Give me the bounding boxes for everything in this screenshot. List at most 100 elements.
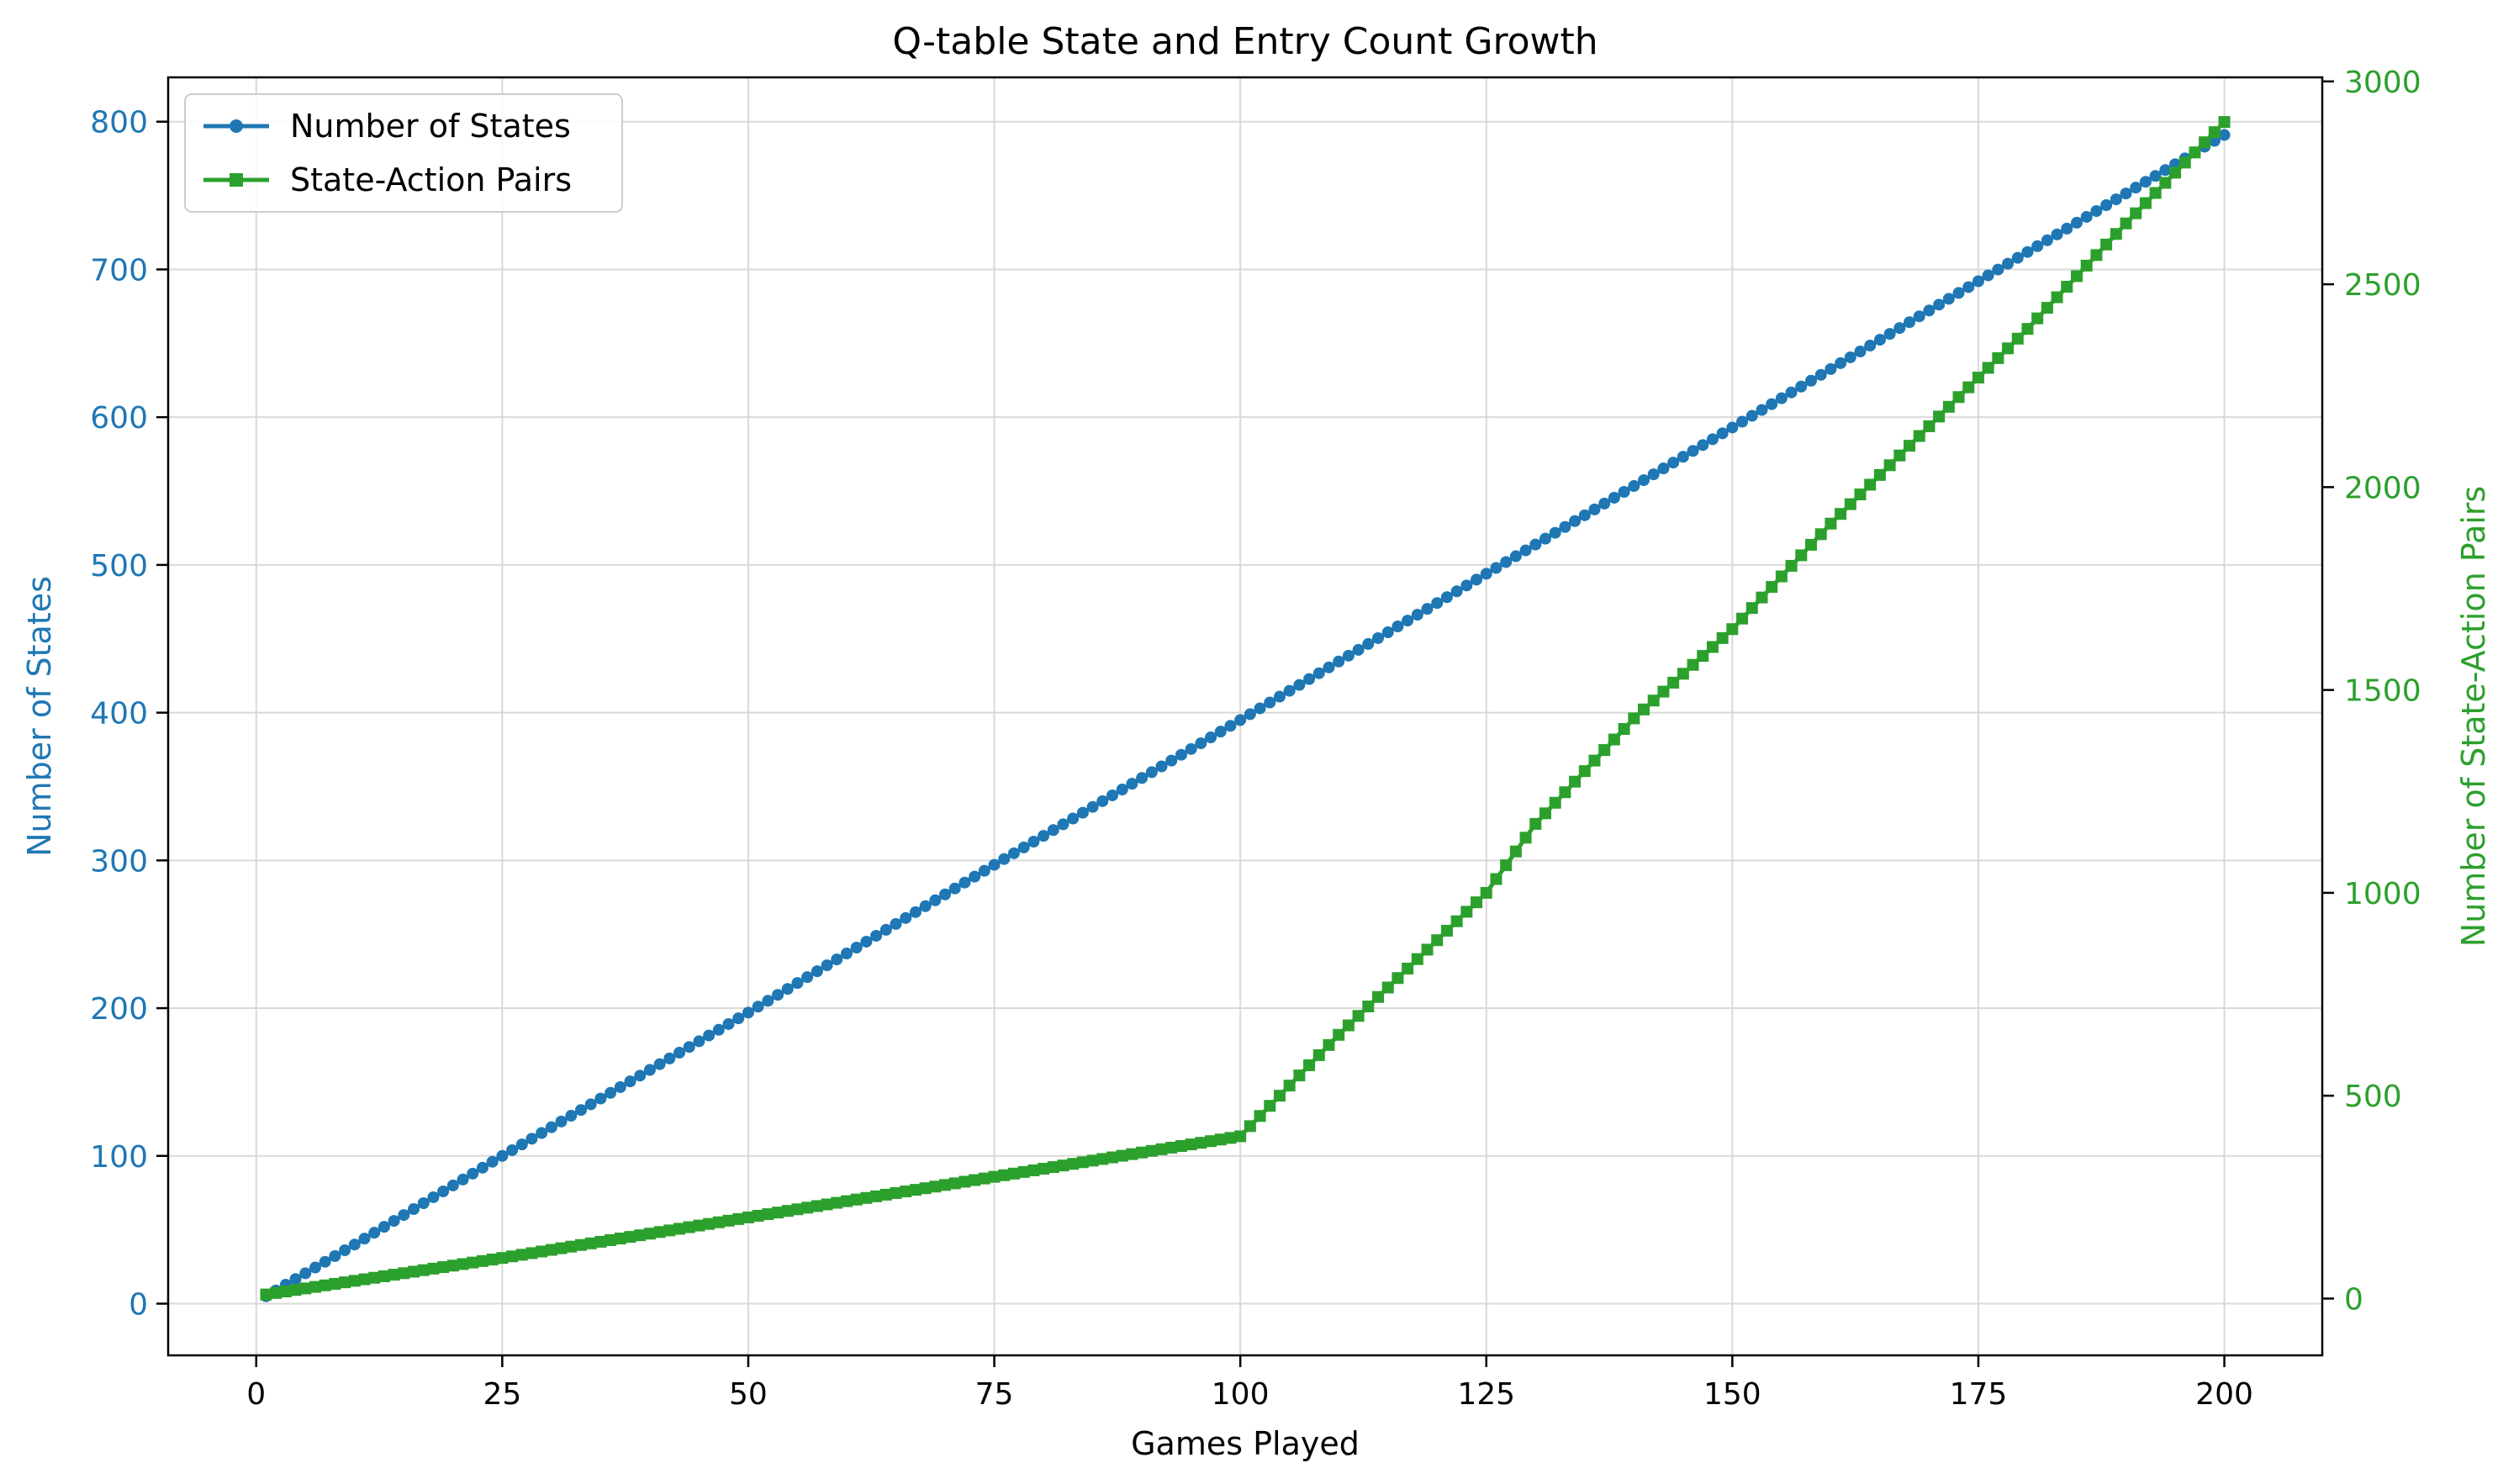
legend-label: State-Action Pairs — [290, 161, 572, 198]
data-point — [948, 1177, 961, 1190]
data-point — [1392, 972, 1404, 985]
data-point — [1864, 340, 1877, 352]
data-point — [2218, 129, 2231, 141]
data-point — [1647, 468, 1660, 481]
data-point — [2031, 312, 2044, 325]
data-point — [1962, 381, 1975, 393]
data-point — [1126, 1148, 1138, 1160]
data-point — [2061, 280, 2073, 293]
data-point — [555, 1242, 568, 1254]
data-point — [1273, 1090, 1286, 1102]
data-point — [703, 1217, 716, 1230]
data-point — [1096, 1153, 1109, 1165]
data-point — [1264, 696, 1276, 709]
data-point — [643, 1228, 656, 1240]
data-point — [309, 1261, 321, 1274]
data-point — [1923, 420, 1936, 432]
data-point — [1677, 668, 1689, 680]
data-point — [2149, 170, 2162, 182]
data-point — [1913, 310, 1925, 323]
data-point — [1086, 1154, 1099, 1167]
data-point — [1333, 655, 1345, 668]
y-left-tick-label: 800 — [90, 106, 148, 140]
data-point — [890, 917, 902, 930]
data-point — [2199, 136, 2211, 149]
data-point — [860, 935, 873, 948]
data-point — [683, 1221, 695, 1233]
data-point — [1559, 786, 1571, 799]
data-point — [860, 1191, 873, 1204]
data-point — [1972, 275, 1984, 288]
data-point — [1244, 708, 1256, 721]
data-point — [1854, 346, 1867, 358]
data-point — [890, 1186, 902, 1199]
data-point — [2130, 207, 2142, 219]
data-point — [1411, 609, 1423, 621]
data-point — [929, 894, 942, 906]
data-point — [1745, 602, 1758, 615]
data-point — [319, 1279, 331, 1291]
data-point — [900, 911, 912, 924]
y-left-tick-label: 400 — [90, 697, 148, 731]
data-point — [1804, 538, 1817, 551]
data-point — [1825, 362, 1837, 375]
data-point — [1038, 1163, 1050, 1175]
data-point — [594, 1235, 607, 1248]
data-point — [1500, 859, 1513, 872]
data-point — [388, 1215, 400, 1228]
data-point — [1706, 433, 1719, 446]
data-point — [1175, 1140, 1187, 1153]
data-point — [909, 906, 922, 918]
data-point — [1086, 800, 1099, 813]
data-point — [2159, 177, 2172, 189]
data-point — [831, 953, 843, 966]
chart-title: Q-table State and Entry Count Growth — [892, 20, 1598, 63]
data-point — [1726, 421, 1739, 434]
data-point — [1096, 795, 1109, 807]
y-axis-right-title: Number of State-Action Pairs — [2455, 486, 2492, 947]
data-point — [446, 1179, 459, 1191]
data-point — [1795, 549, 1808, 562]
data-point — [850, 942, 863, 954]
data-point — [1687, 658, 1699, 671]
data-point — [1933, 410, 1946, 423]
data-point — [1047, 824, 1059, 837]
data-point — [427, 1191, 440, 1203]
ticks: 0 25 50 75 100 125 150 175 200010020030040050060… — [90, 66, 2421, 1412]
x-tick-label: 125 — [1457, 1377, 1515, 1412]
data-point — [2090, 249, 2103, 261]
data-point — [1588, 754, 1601, 767]
data-point — [998, 1169, 1011, 1181]
data-point — [870, 929, 883, 942]
data-point — [1195, 1137, 1207, 1149]
data-point — [791, 1203, 804, 1216]
data-point — [1312, 1048, 1325, 1061]
data-point — [879, 923, 892, 936]
plot-frame — [166, 76, 2324, 1357]
data-point — [673, 1047, 686, 1059]
data-point — [998, 853, 1011, 865]
x-tick-label: 150 — [1703, 1377, 1761, 1412]
data-point — [1431, 934, 1444, 947]
data-point — [1067, 812, 1080, 825]
data-point — [2090, 204, 2103, 217]
data-point — [791, 977, 804, 990]
data-point — [1814, 528, 1827, 541]
data-point — [772, 1207, 784, 1219]
data-point — [1312, 667, 1325, 679]
data-point — [289, 1284, 302, 1297]
data-point — [1657, 462, 1670, 475]
data-point — [1638, 703, 1650, 716]
data-point — [742, 1006, 754, 1019]
data-point — [486, 1254, 499, 1265]
data-point — [900, 1186, 912, 1198]
data-point — [1372, 631, 1385, 644]
data-point — [574, 1104, 587, 1117]
data-point — [1854, 489, 1867, 501]
data-point — [446, 1260, 459, 1272]
data-point — [781, 1205, 794, 1217]
data-point — [2139, 176, 2152, 188]
data-point — [2110, 228, 2122, 240]
data-point — [506, 1250, 519, 1263]
